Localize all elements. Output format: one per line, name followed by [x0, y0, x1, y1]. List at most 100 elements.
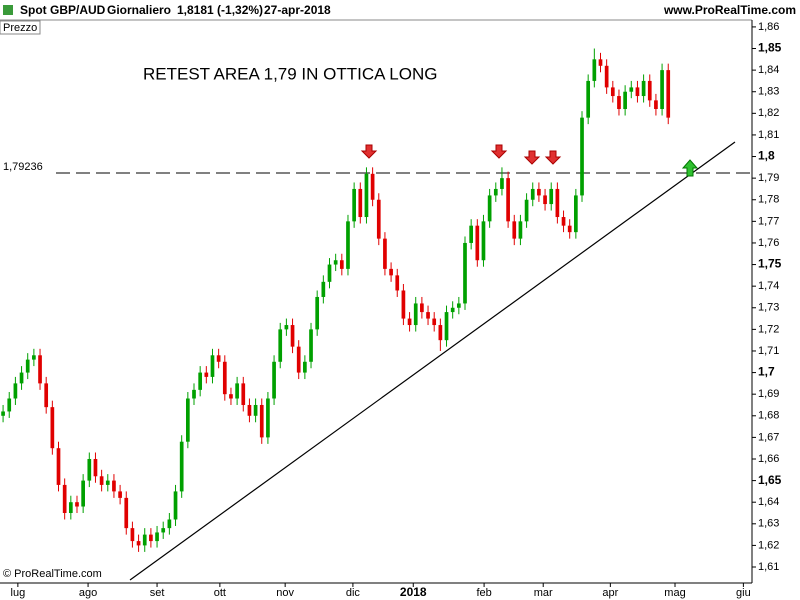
- candle-body: [130, 528, 135, 542]
- candle-body: [561, 217, 566, 226]
- y-tick-label: 1,72: [758, 323, 779, 335]
- y-tick-label: 1,75: [758, 257, 782, 271]
- candle-body: [530, 188, 535, 200]
- signal-arrows: [360, 144, 699, 177]
- x-tick-label: mar: [534, 587, 553, 599]
- candle-body: [647, 80, 652, 101]
- copyright: © ProRealTime.com: [3, 568, 102, 580]
- candle-body: [68, 502, 73, 514]
- candle-body: [296, 346, 301, 373]
- candle-body: [395, 275, 400, 291]
- candle-body: [512, 221, 517, 239]
- candle-body: [247, 404, 252, 416]
- candle-body: [574, 195, 578, 233]
- candle-body: [56, 448, 61, 485]
- candle-body: [216, 355, 221, 362]
- icon: [3, 5, 13, 15]
- candle-body: [62, 484, 67, 514]
- candle-body: [598, 59, 603, 66]
- candle-body: [333, 260, 338, 265]
- x-tick-label: dic: [346, 587, 361, 599]
- candle-body: [253, 404, 258, 416]
- y-tick-label: 1,67: [758, 431, 779, 443]
- y-tick-label: 1,82: [758, 107, 779, 119]
- candle-body: [407, 318, 412, 326]
- candle-body: [413, 303, 418, 326]
- candle-body: [155, 532, 159, 542]
- candle-body: [142, 534, 147, 546]
- up-arrow: [681, 159, 699, 177]
- candle-body: [444, 312, 449, 341]
- candle-body: [321, 281, 326, 297]
- y-tick-label: 1,84: [758, 64, 779, 76]
- candle-body: [81, 480, 85, 507]
- candle-body: [87, 458, 92, 481]
- candle-body: [204, 372, 209, 377]
- candle-body: [309, 329, 313, 362]
- x-tick-label: mag: [664, 587, 685, 599]
- down-arrow: [523, 150, 541, 165]
- candle-body: [266, 398, 270, 438]
- candle-body: [93, 458, 98, 477]
- candle-body: [524, 199, 529, 222]
- candle-body: [1, 411, 5, 416]
- candle-body: [641, 80, 646, 97]
- candle-body: [339, 260, 344, 269]
- candle-body: [161, 528, 166, 533]
- candle-body: [229, 394, 233, 399]
- y-tick-label: 1,69: [758, 388, 779, 400]
- candle-body: [635, 87, 640, 97]
- candle-body: [50, 407, 55, 449]
- candle-body: [32, 355, 36, 360]
- candle-body: [75, 502, 79, 507]
- candle-body: [567, 225, 572, 233]
- y-tick-label: 1,62: [758, 539, 779, 551]
- candle-body: [136, 541, 141, 546]
- x-tick-label: nov: [276, 587, 294, 599]
- y-tick-label: 1,85: [758, 41, 782, 55]
- candle-body: [610, 87, 615, 97]
- candle-body: [167, 519, 172, 529]
- candle-body: [456, 303, 461, 308]
- candle-body: [629, 87, 634, 92]
- candle-body: [364, 173, 369, 218]
- candle-body: [358, 188, 363, 218]
- candle-body: [500, 178, 504, 189]
- candle-body: [185, 398, 190, 442]
- candle-body: [124, 497, 129, 529]
- down-arrow: [490, 144, 508, 159]
- y-tick-label: 1,71: [758, 345, 779, 357]
- candle-body: [420, 303, 424, 313]
- candle-body: [149, 534, 153, 542]
- candle-body: [105, 480, 110, 485]
- candle-body: [549, 188, 554, 205]
- x-tick-label: ago: [79, 587, 97, 599]
- candle-body: [259, 404, 264, 438]
- period: Giornaliero: [107, 3, 171, 17]
- panel-label: Prezzo: [3, 22, 37, 34]
- candle-body: [481, 221, 486, 261]
- candle-body: [315, 296, 320, 330]
- x-tick-label: set: [150, 587, 165, 599]
- x-tick-label: lug: [11, 587, 26, 599]
- candle-body: [99, 476, 104, 485]
- down-arrow: [360, 144, 378, 159]
- candle-body: [389, 268, 393, 276]
- candle-body: [13, 383, 18, 399]
- candle-body: [518, 221, 523, 239]
- candle-body: [192, 389, 196, 399]
- candle-body: [38, 355, 42, 384]
- last-price: 1,8181 (-1,32%): [177, 3, 263, 17]
- symbol: Spot GBP/AUD: [20, 3, 106, 17]
- y-tick-label: 1,64: [758, 496, 779, 508]
- y-tick-label: 1,68: [758, 410, 779, 422]
- candle-body: [222, 361, 227, 395]
- candle-body: [450, 307, 455, 313]
- candle-body: [241, 383, 246, 405]
- candle-body: [493, 188, 498, 196]
- candle-body: [487, 195, 492, 222]
- x-tick-label: ott: [214, 587, 226, 599]
- candle-body: [654, 100, 658, 110]
